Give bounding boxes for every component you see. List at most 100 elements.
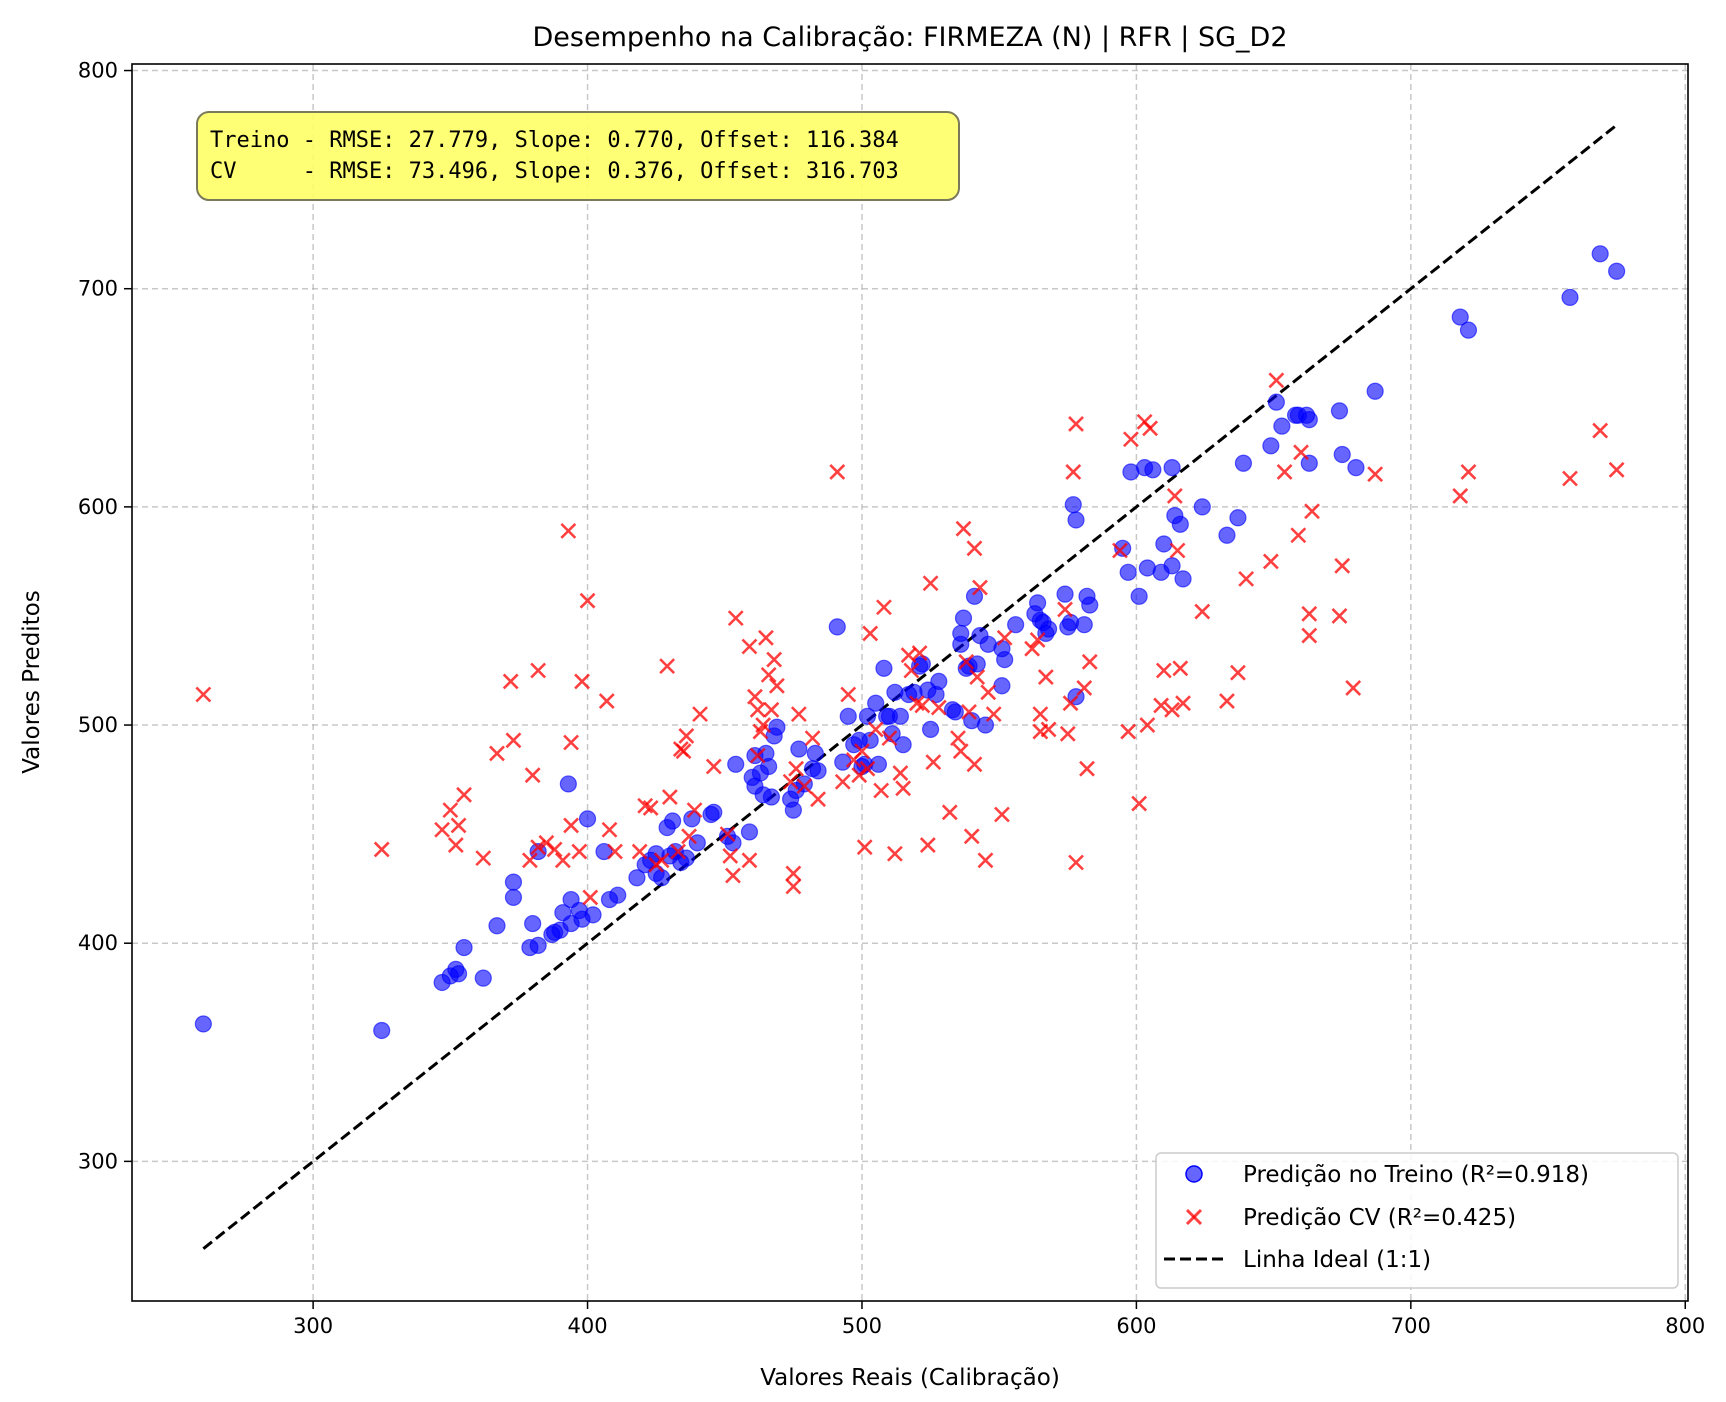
train-point — [965, 587, 984, 605]
cv-point — [1334, 557, 1351, 574]
cv-point — [1062, 695, 1079, 712]
cv-point — [886, 845, 903, 862]
cv-point — [958, 653, 975, 670]
cv-point — [661, 789, 678, 805]
cv-point — [1037, 669, 1054, 685]
cv-point — [1068, 416, 1084, 432]
train-point — [584, 906, 602, 924]
cv-point — [985, 706, 1002, 723]
y-tick-label: 700 — [78, 277, 118, 301]
cv-point — [722, 848, 739, 864]
y-ticks: 300 400 500 600 700 800 — [78, 59, 132, 1173]
legend-box — [1155, 1152, 1679, 1289]
train-point — [455, 938, 473, 957]
cv-point — [1452, 488, 1469, 504]
train-point — [595, 842, 613, 861]
chart-title: Desempenho na Calibração: FIRMEZA (N) | … — [533, 22, 1288, 53]
cv-point — [434, 821, 451, 838]
cv-point — [1238, 570, 1255, 587]
x-tick-label: 700 — [1391, 1314, 1431, 1338]
train-point — [1591, 245, 1609, 263]
train-point — [996, 650, 1014, 669]
train-point — [504, 888, 523, 906]
cv-point — [969, 669, 986, 685]
train-point — [1218, 526, 1236, 544]
train-point — [1330, 402, 1349, 420]
cv-point — [563, 817, 580, 834]
y-axis-label: Valores Preditos — [19, 590, 45, 774]
cv-point — [1153, 697, 1170, 714]
train-point — [727, 755, 745, 773]
cv-point — [1290, 527, 1307, 544]
cv-point — [925, 754, 942, 771]
train-point — [1262, 437, 1280, 455]
x-axis-label: Valores Reais (Calibração) — [760, 1365, 1060, 1391]
cv-point — [1065, 464, 1082, 480]
cv-point — [678, 728, 695, 744]
cv-point — [1276, 464, 1293, 480]
legend-cv-marker — [1185, 1208, 1203, 1226]
cv-point — [881, 730, 898, 747]
cv-point — [546, 841, 563, 858]
train-point — [373, 1021, 391, 1040]
train-point — [1130, 587, 1148, 605]
cv-point — [554, 852, 571, 869]
cv-point — [447, 837, 464, 853]
cv-point — [972, 579, 988, 596]
cv-point — [1057, 601, 1073, 618]
train-point — [1300, 411, 1318, 429]
train-point — [705, 803, 723, 821]
train-point — [952, 624, 970, 643]
cv-point — [582, 889, 599, 906]
train-point — [683, 810, 701, 828]
train-point — [194, 1015, 212, 1033]
cv-point — [840, 686, 857, 703]
train-point — [795, 775, 813, 793]
train-point — [784, 801, 802, 819]
cv-point — [631, 843, 648, 860]
cv-point — [1268, 372, 1285, 389]
cv-point — [895, 780, 912, 797]
legend-ideal-label: Linha Ideal (1:1) — [1243, 1247, 1431, 1273]
train-point — [993, 677, 1011, 695]
cv-point — [766, 651, 783, 668]
cv-point — [856, 839, 873, 856]
train-point — [875, 659, 893, 677]
x-tick-label: 400 — [568, 1314, 608, 1338]
train-point — [976, 716, 995, 734]
cv-point — [1081, 653, 1098, 670]
train-point — [724, 834, 742, 852]
legend-cv-label: Predição CV (R²=0.425) — [1243, 1205, 1516, 1231]
train-point — [1064, 496, 1082, 514]
train-point — [1075, 616, 1093, 634]
train-point — [653, 869, 671, 887]
cv-point — [1131, 795, 1148, 812]
train-point — [762, 788, 781, 806]
cv-point — [1460, 464, 1477, 480]
y-tick-label: 300 — [78, 1149, 118, 1173]
cv-point — [785, 878, 802, 895]
train-point — [828, 618, 846, 636]
train-point — [1067, 511, 1085, 529]
train-point — [1366, 382, 1384, 400]
cv-point — [1293, 444, 1309, 461]
train-point — [1081, 596, 1099, 614]
cv-point — [195, 686, 212, 703]
cv-point — [1155, 662, 1172, 679]
train-point — [861, 731, 879, 749]
train-point — [968, 655, 986, 673]
cv-point — [1059, 725, 1076, 742]
cv-point — [980, 684, 997, 701]
cv-point — [1079, 760, 1095, 777]
cv-point — [963, 828, 980, 845]
train-point — [930, 672, 948, 691]
cv-point — [1029, 632, 1046, 648]
cv-point — [1331, 608, 1348, 624]
cv-point — [521, 852, 538, 869]
cv-point — [952, 743, 969, 760]
train-point — [1347, 459, 1365, 477]
cv-point — [804, 730, 821, 747]
cv-point — [1172, 660, 1189, 677]
cv-point — [1032, 706, 1049, 723]
cv-point — [941, 804, 958, 821]
